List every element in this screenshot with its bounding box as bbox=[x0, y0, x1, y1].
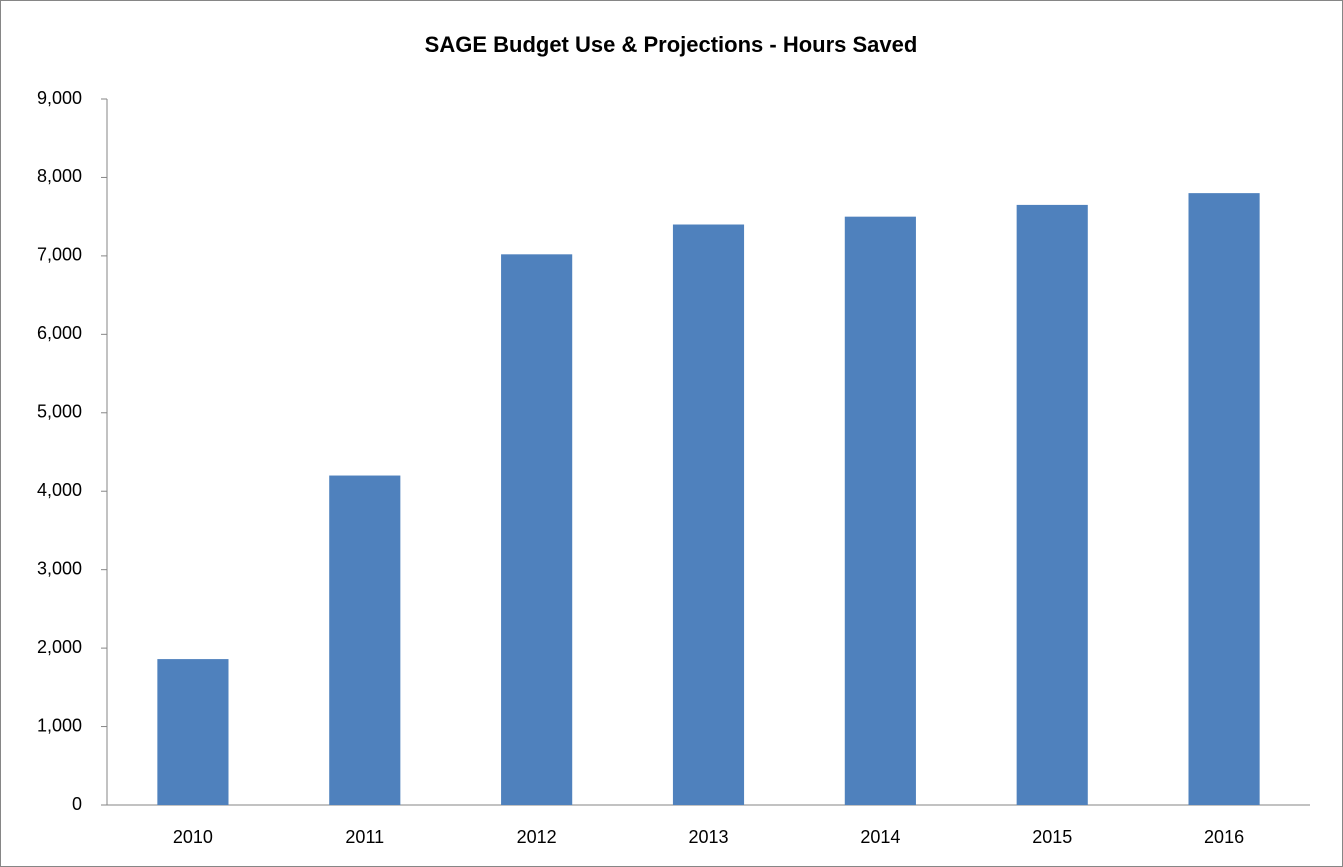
y-tick-label: 1,000 bbox=[37, 715, 82, 735]
bar bbox=[501, 254, 573, 805]
y-tick-label: 5,000 bbox=[37, 402, 82, 422]
x-tick-label: 2015 bbox=[1032, 827, 1072, 847]
chart-title: SAGE Budget Use & Projections - Hours Sa… bbox=[425, 32, 918, 57]
x-tick-label: 2014 bbox=[860, 827, 900, 847]
y-tick-label: 2,000 bbox=[37, 637, 82, 657]
bar bbox=[672, 224, 745, 805]
bar bbox=[1016, 204, 1088, 805]
y-tick-label: 6,000 bbox=[37, 323, 82, 343]
x-tick-label: 2016 bbox=[1204, 827, 1244, 847]
x-tick-label: 2012 bbox=[517, 827, 557, 847]
bar bbox=[329, 475, 401, 805]
y-tick-label: 9,000 bbox=[37, 88, 82, 108]
y-tick-label: 8,000 bbox=[37, 166, 82, 186]
bar bbox=[157, 659, 229, 805]
x-tick-label: 2013 bbox=[688, 827, 728, 847]
y-tick-label: 7,000 bbox=[37, 245, 82, 265]
x-tick-label: 2010 bbox=[173, 827, 213, 847]
bar bbox=[844, 216, 916, 805]
bar bbox=[1188, 193, 1260, 806]
x-tick-label: 2011 bbox=[345, 827, 384, 847]
y-tick-label: 0 bbox=[72, 794, 82, 814]
y-tick-label: 3,000 bbox=[37, 558, 82, 578]
y-tick-label: 4,000 bbox=[37, 480, 82, 500]
